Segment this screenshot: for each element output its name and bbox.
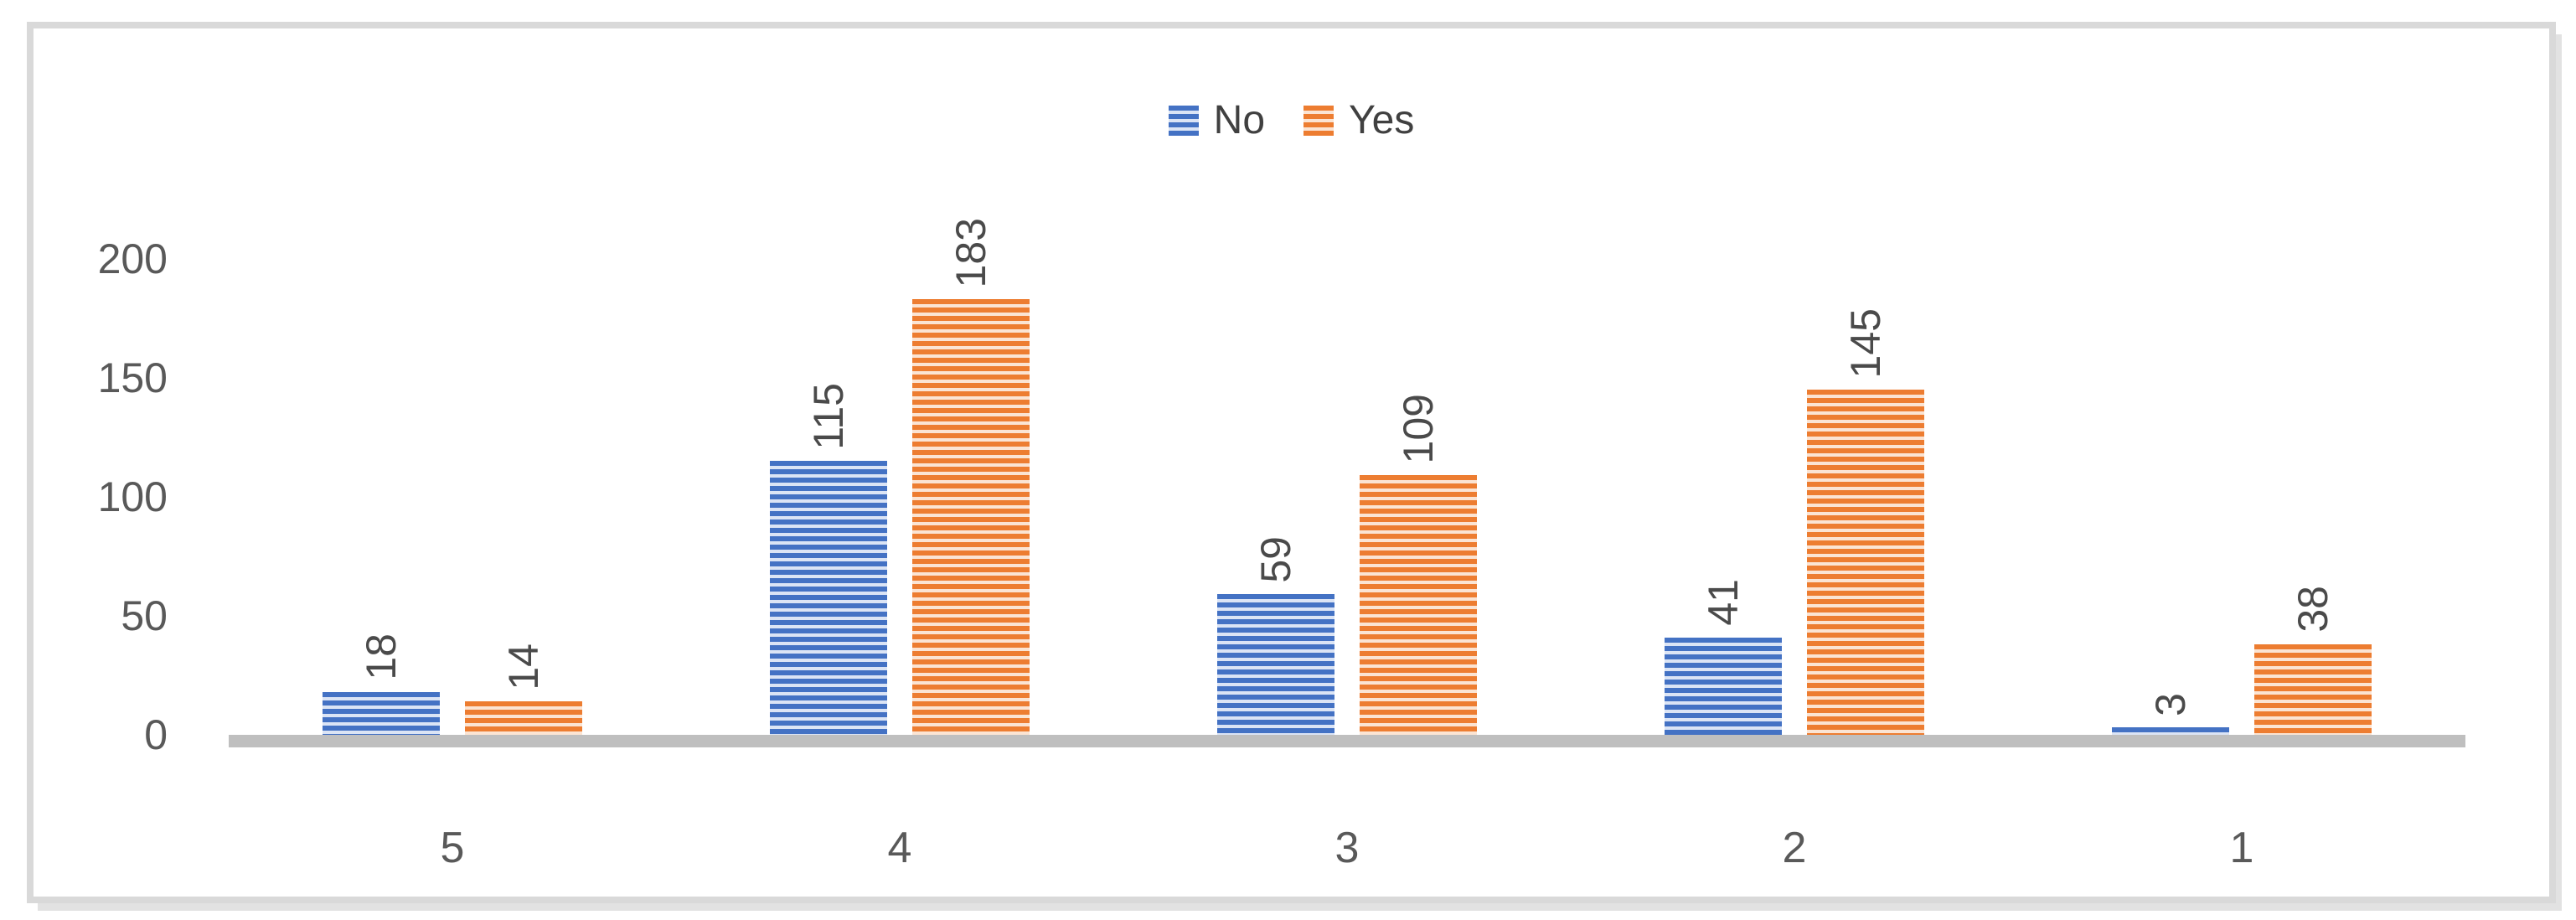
bar-value-label: 115 [805,382,852,450]
legend-item-no: No [1168,98,1266,142]
legend-label: Yes [1349,98,1415,142]
y-axis-tick-label: 150 [97,354,168,401]
x-axis-line [229,735,2465,747]
bar-value-label: 109 [1395,394,1442,464]
bar-yes-cat4 [912,299,1030,735]
plot-area: No Yes 0 50 100 150 200 18 14 5 115 183 4 59 109 3 41 14… [34,28,2549,897]
bar-value-label: 59 [1252,535,1299,583]
y-axis-tick-label: 0 [144,711,168,758]
legend: No Yes [34,101,2549,141]
x-axis-category-label: 4 [887,824,912,872]
legend-swatch-icon [1303,106,1334,136]
x-axis-category-label: 1 [2229,824,2254,872]
chart-frame: No Yes 0 50 100 150 200 18 14 5 115 183 4 59 109 3 41 14… [27,22,2556,903]
bar-value-label: 183 [947,217,994,288]
bar-yes-cat3 [1360,475,1477,735]
bar-no-cat5 [323,691,440,735]
x-axis-category-label: 5 [440,824,465,872]
bar-no-cat1 [2112,727,2229,735]
legend-label: No [1213,98,1266,142]
bar-no-cat4 [770,461,887,735]
y-axis-tick-label: 200 [97,235,168,282]
x-axis-category-label: 2 [1782,824,1807,872]
legend-swatch-icon [1168,106,1199,136]
bar-no-cat3 [1217,594,1334,735]
bar-no-cat2 [1665,637,1782,735]
y-axis-tick-label: 100 [97,473,168,520]
bar-value-label: 41 [1700,578,1747,626]
y-axis-tick-label: 50 [121,592,168,639]
legend-item-yes: Yes [1303,101,1414,141]
x-axis-category-label: 3 [1334,824,1360,872]
bar-value-label: 18 [358,633,405,680]
bar-yes-cat1 [2254,644,2372,735]
bar-value-label: 145 [1842,308,1889,379]
bar-yes-cat5 [465,701,582,735]
bar-value-label: 38 [2289,586,2336,633]
bar-yes-cat2 [1807,390,1924,735]
bar-value-label: 3 [2147,692,2194,716]
bar-value-label: 14 [500,643,547,690]
